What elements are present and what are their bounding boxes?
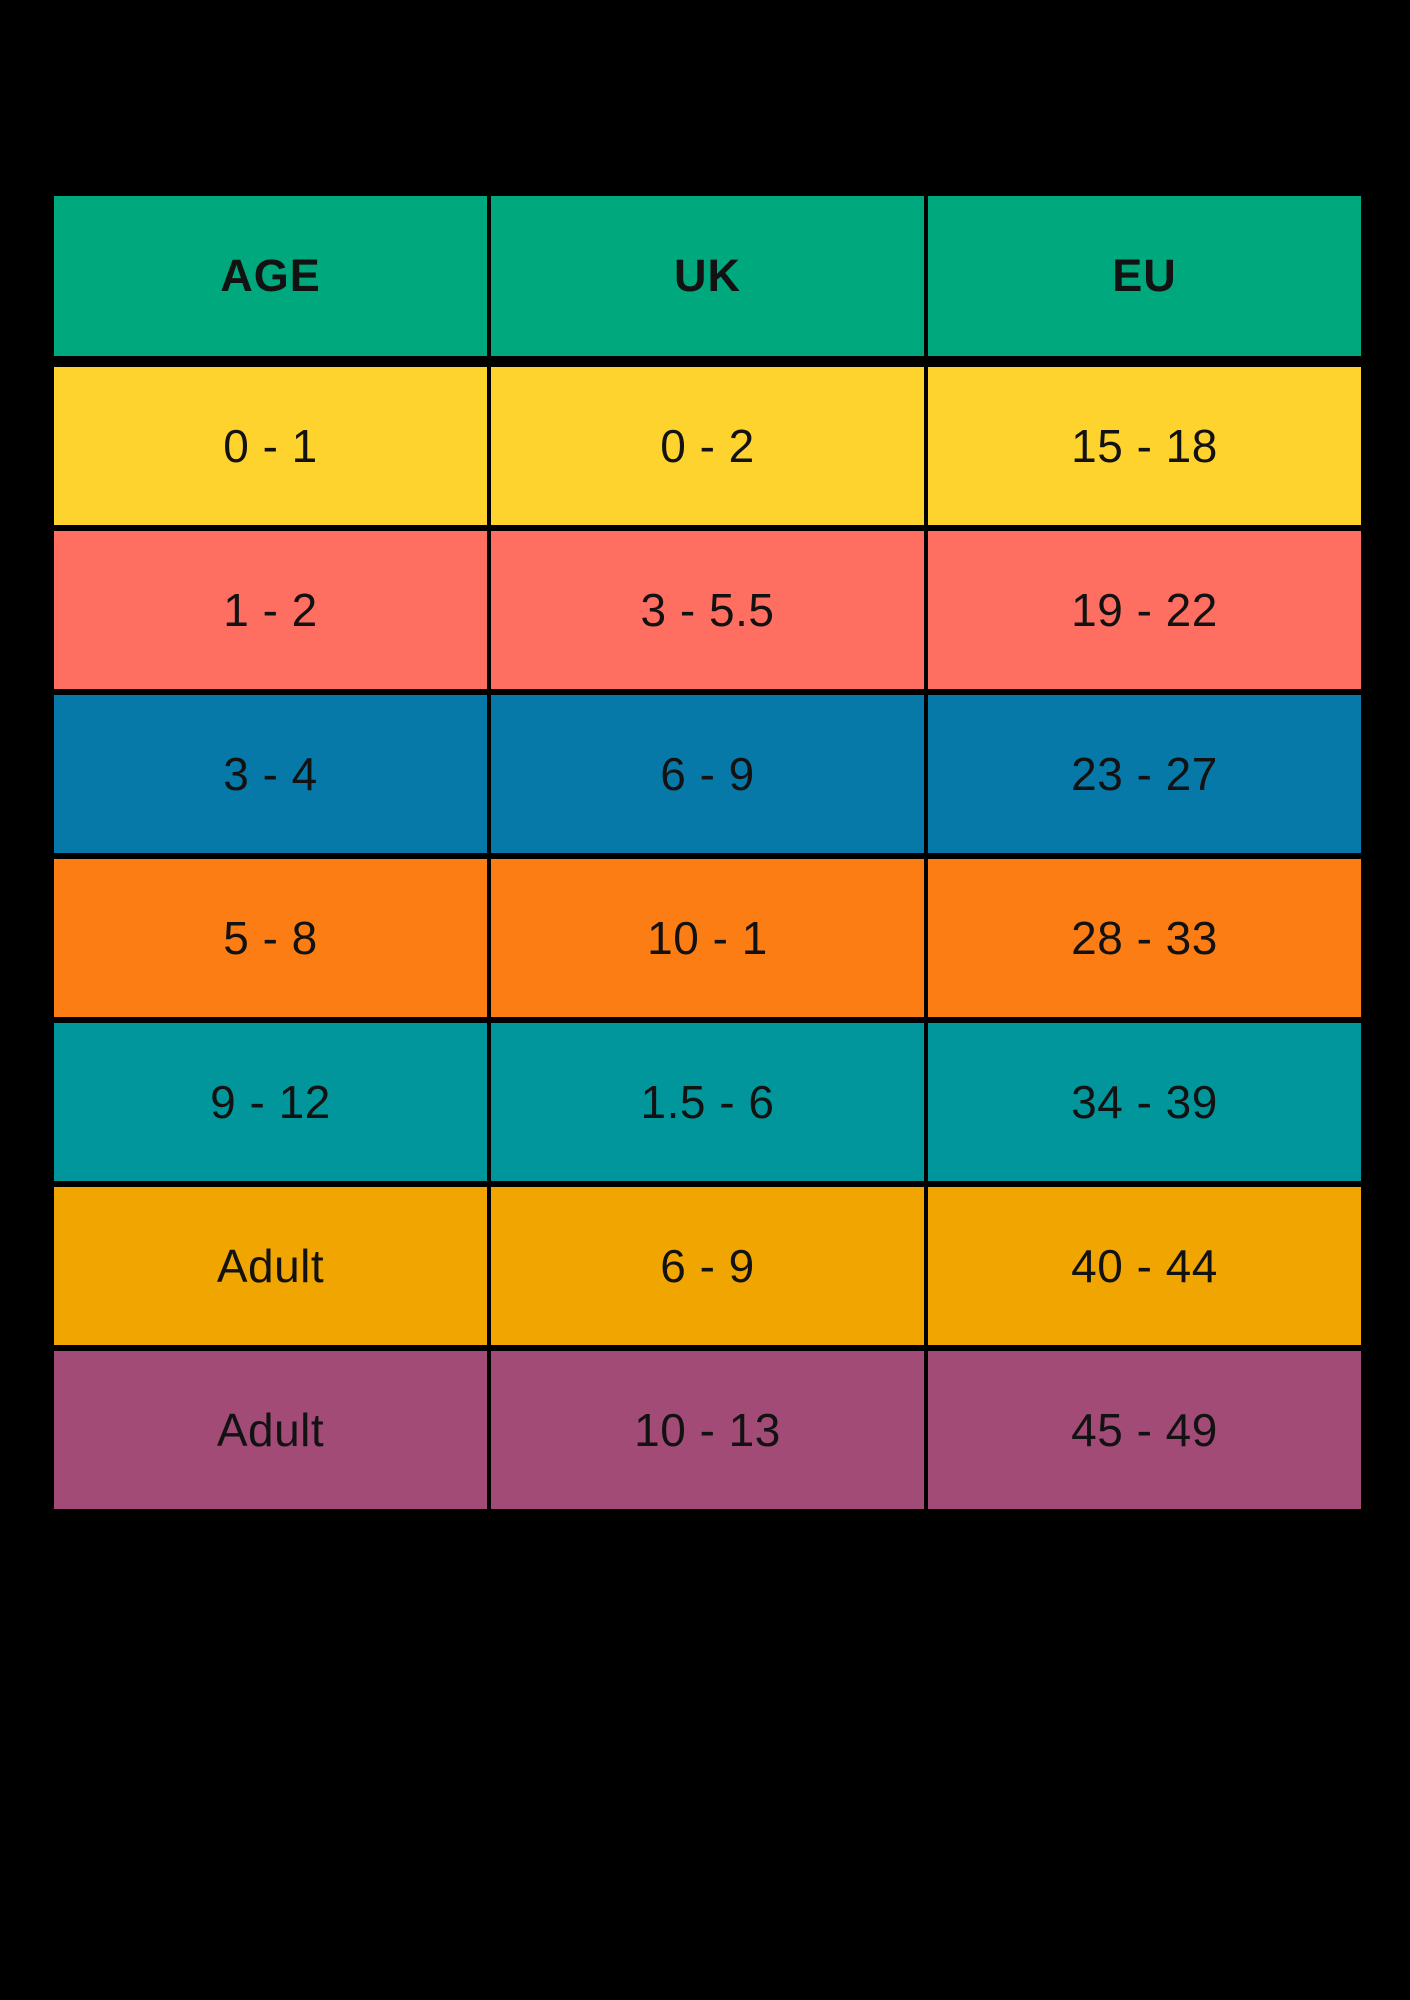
uk-cell: 0 - 2 (491, 367, 924, 525)
age-cell: 9 - 12 (54, 1023, 487, 1181)
eu-cell: 15 - 18 (928, 367, 1361, 525)
header-cell-age: AGE (54, 196, 487, 356)
uk-cell: 3 - 5.5 (491, 531, 924, 689)
eu-cell: 28 - 33 (928, 859, 1361, 1017)
age-cell: 3 - 4 (54, 695, 487, 853)
uk-cell: 10 - 13 (491, 1351, 924, 1509)
eu-cell: 23 - 27 (928, 695, 1361, 853)
eu-cell: 40 - 44 (928, 1187, 1361, 1345)
age-cell: Adult (54, 1351, 487, 1509)
age-cell: Adult (54, 1187, 487, 1345)
table-body: 0 - 1 0 - 2 15 - 18 1 - 2 3 - 5.5 19 - 2… (54, 367, 1361, 1509)
table-header-row: AGE UK EU (54, 196, 1361, 356)
uk-cell: 1.5 - 6 (491, 1023, 924, 1181)
uk-cell: 6 - 9 (491, 1187, 924, 1345)
age-cell: 5 - 8 (54, 859, 487, 1017)
age-cell: 0 - 1 (54, 367, 487, 525)
header-cell-uk: UK (491, 196, 924, 356)
eu-cell: 19 - 22 (928, 531, 1361, 689)
size-chart-table: AGE UK EU 0 - 1 0 - 2 15 - 18 1 - 2 3 - … (54, 196, 1361, 1509)
header-cell-eu: EU (928, 196, 1361, 356)
eu-cell: 45 - 49 (928, 1351, 1361, 1509)
eu-cell: 34 - 39 (928, 1023, 1361, 1181)
uk-cell: 6 - 9 (491, 695, 924, 853)
age-cell: 1 - 2 (54, 531, 487, 689)
uk-cell: 10 - 1 (491, 859, 924, 1017)
